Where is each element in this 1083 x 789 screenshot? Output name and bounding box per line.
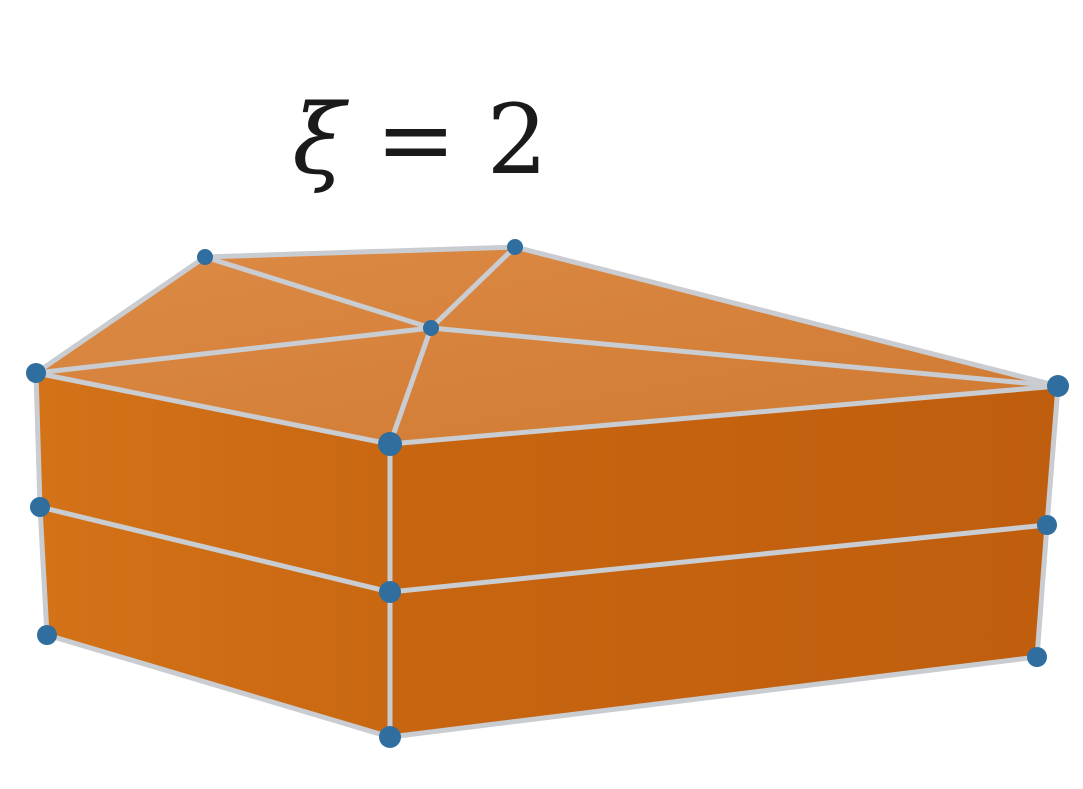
edge — [202, 244, 518, 260]
edge — [1034, 522, 1050, 660]
vertex — [26, 363, 46, 383]
edge — [33, 254, 208, 376]
xi-label: ξ = 2 — [0, 92, 840, 188]
vertex — [37, 625, 57, 645]
top-face — [36, 247, 1058, 444]
edge — [428, 244, 518, 331]
edge — [387, 654, 1040, 740]
edge — [37, 504, 50, 638]
vertex — [1027, 647, 1047, 667]
edge — [1044, 383, 1061, 528]
vertex — [197, 249, 213, 265]
vertex — [378, 432, 402, 456]
xi-symbol: ξ — [292, 84, 346, 196]
vertex — [379, 726, 401, 748]
edge — [387, 325, 434, 447]
edge — [387, 383, 1061, 447]
edge — [44, 632, 393, 740]
edge — [387, 522, 1050, 595]
vertex — [507, 239, 523, 255]
edge — [512, 244, 1061, 389]
left-side-face — [36, 373, 390, 737]
edge — [33, 370, 43, 510]
edge — [37, 504, 393, 595]
edge — [33, 370, 393, 447]
vertex — [1037, 515, 1057, 535]
edge — [202, 254, 434, 331]
xi-value: 2 — [486, 84, 548, 196]
vertex — [423, 320, 439, 336]
right-side-face — [390, 386, 1058, 737]
vertex — [379, 581, 401, 603]
edge — [428, 325, 1061, 389]
vertex — [1047, 375, 1069, 397]
edge — [33, 325, 434, 376]
equals-sign: = — [345, 84, 487, 196]
vertex — [30, 497, 50, 517]
